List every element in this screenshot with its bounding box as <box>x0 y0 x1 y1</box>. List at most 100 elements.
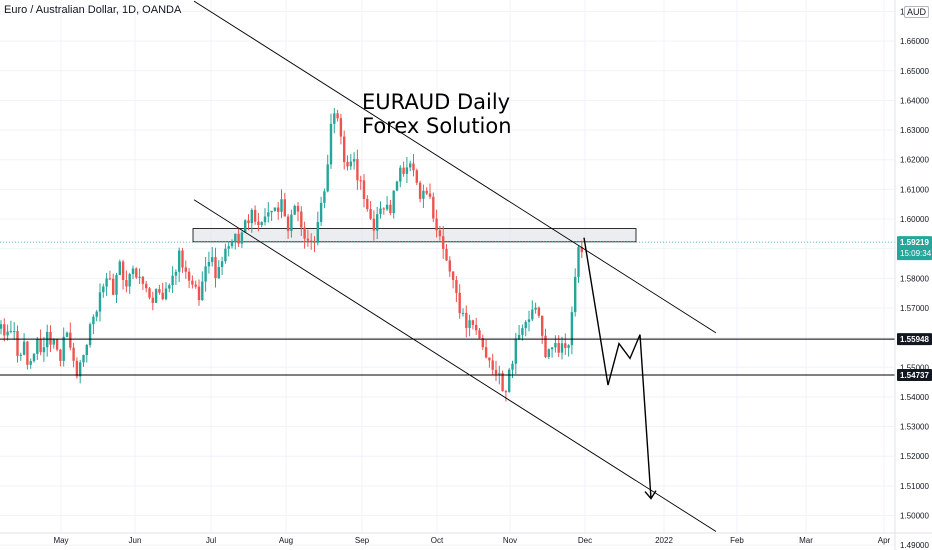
candle-body <box>405 167 409 174</box>
candle-body <box>412 163 415 171</box>
candle-body <box>310 240 313 242</box>
candle-body <box>409 163 412 168</box>
candle-body <box>527 319 531 322</box>
currency-badge[interactable]: AUD <box>904 6 930 18</box>
candle-body <box>514 338 517 364</box>
candle-body <box>435 218 438 231</box>
candle-body <box>148 288 151 298</box>
candle-body <box>484 347 488 358</box>
candle-body <box>59 349 62 361</box>
candle-body <box>376 214 379 231</box>
candle-body <box>277 207 280 212</box>
chart-annotation: EURAUD Daily Forex Solution <box>362 90 512 138</box>
price-tick-label: 1.62000 <box>900 156 929 165</box>
time-tick-label: Dec <box>578 536 592 545</box>
candle-body <box>234 233 237 243</box>
candle-body <box>382 208 385 210</box>
candle-body <box>501 373 504 392</box>
candle-body <box>286 216 290 231</box>
candle-body <box>481 338 484 348</box>
candle-body <box>125 280 128 287</box>
candle-body <box>224 248 227 262</box>
candle-body <box>349 161 352 167</box>
candle-body <box>230 242 234 247</box>
candle-body <box>211 257 214 262</box>
candle-body <box>303 227 306 239</box>
price-label-countdown: 15:09:34 <box>900 249 932 258</box>
candle-body <box>564 343 567 348</box>
candle-body <box>112 278 115 295</box>
candle-body <box>557 343 560 353</box>
candle-body <box>79 362 82 377</box>
candle-body <box>531 309 534 320</box>
horizontal-levels <box>0 241 895 376</box>
candle-body <box>445 248 448 261</box>
candle-body <box>356 159 359 181</box>
candle-body <box>39 339 42 353</box>
candlestick-series <box>0 107 583 402</box>
candle-body <box>32 353 36 362</box>
projection-arrow <box>583 237 657 500</box>
candle-body <box>3 324 6 336</box>
candle-body <box>395 181 399 191</box>
candle-body <box>580 247 583 253</box>
candle-body <box>135 268 138 278</box>
price-tick-label: 1.53000 <box>900 423 929 432</box>
time-tick-label: Aug <box>279 536 293 545</box>
price-label-box <box>897 333 932 346</box>
candle-body <box>16 331 19 356</box>
channel-line <box>193 0 717 334</box>
time-axis[interactable]: May Jun Jul Aug Sep Oct Nov Dec 2022 Feb Mar Apr <box>0 532 932 545</box>
price-label-value: 1.55948 <box>900 335 929 344</box>
price-axis[interactable]: 1.49000 1.50000 1.51000 1.52000 1.53000 1.540… <box>894 0 932 550</box>
price-tick-label: 1.52000 <box>900 452 929 461</box>
candle-body <box>465 312 468 328</box>
candle-body <box>300 211 303 228</box>
price-tick-label: 1.50000 <box>900 512 929 521</box>
projection-path <box>583 237 652 499</box>
price-tick-label: 1.63000 <box>900 126 929 135</box>
candle-body <box>19 354 22 356</box>
candle-body <box>194 284 197 287</box>
candle-body <box>461 312 465 314</box>
candle-body <box>415 170 418 183</box>
candle-body <box>293 205 296 215</box>
candle-body <box>181 250 184 268</box>
candle-body <box>121 261 125 281</box>
candle-body <box>574 276 577 313</box>
time-tick-label: 2022 <box>655 536 673 545</box>
candle-body <box>171 275 174 286</box>
candle-body <box>369 209 372 219</box>
candle-body <box>102 286 105 293</box>
candle-body <box>184 267 187 272</box>
candle-body <box>537 307 541 316</box>
candle-body <box>478 330 481 339</box>
time-tick-label: Jul <box>206 536 216 545</box>
time-tick-label: May <box>53 536 68 545</box>
candle-body <box>451 271 455 280</box>
candle-body <box>29 361 32 365</box>
candle-body <box>178 250 181 272</box>
candle-body <box>69 332 72 348</box>
candle-body <box>52 339 55 345</box>
candle-body <box>554 343 557 348</box>
candle-body <box>49 331 52 345</box>
candle-body <box>343 136 346 162</box>
annotation-line-2: Forex Solution <box>362 114 512 138</box>
candle-body <box>22 341 26 355</box>
symbol-title[interactable]: Euro / Australian Dollar, 1D, OANDA <box>4 4 182 16</box>
candle-body <box>273 207 277 211</box>
candle-body <box>498 373 501 375</box>
candle-body <box>352 159 356 162</box>
candle-body <box>567 345 570 348</box>
candle-body <box>442 236 445 249</box>
candle-body <box>475 324 478 331</box>
candle-body <box>389 204 392 214</box>
candle-body <box>72 347 75 361</box>
price-tick-label: 1.51000 <box>900 482 929 491</box>
candle-body <box>570 312 574 346</box>
candle-body <box>55 339 59 350</box>
price-tick-label: 1.49000 <box>900 541 929 550</box>
price-tick-label: 1.64000 <box>900 96 929 105</box>
